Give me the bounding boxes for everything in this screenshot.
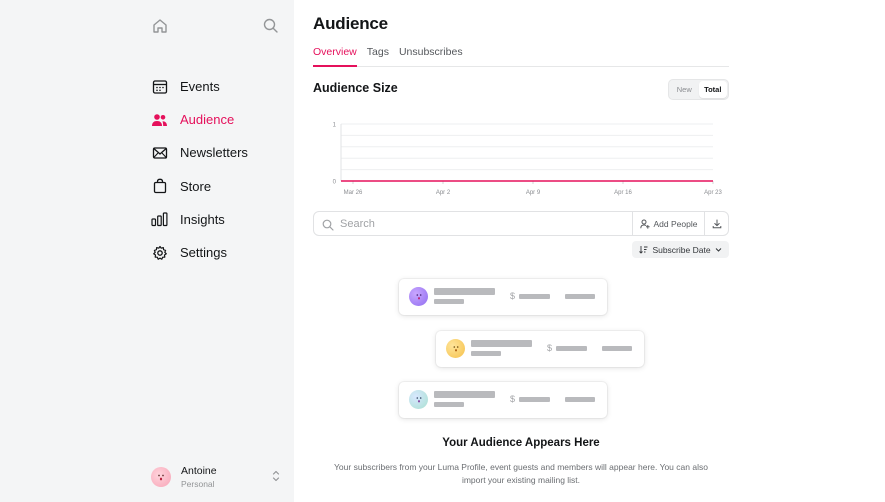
sidebar-item-insights[interactable]: Insights xyxy=(151,203,248,236)
y-tick-label: 1 xyxy=(333,123,337,129)
tab-overview[interactable]: Overview xyxy=(313,44,357,67)
add-people-label: Add People xyxy=(653,218,698,229)
calendar-icon xyxy=(151,78,168,95)
avatar xyxy=(409,390,428,409)
avatar xyxy=(409,287,428,306)
user-switcher[interactable]: Antoine Personal xyxy=(151,463,281,491)
tab-tags[interactable]: Tags xyxy=(366,46,389,58)
download-button[interactable] xyxy=(704,212,729,235)
home-icon[interactable] xyxy=(151,17,169,35)
sidebar-item-label: Events xyxy=(180,79,220,95)
sort-label: Subscribe Date xyxy=(652,244,711,255)
sort-icon xyxy=(639,246,648,254)
empty-state-title: Your Audience Appears Here xyxy=(442,437,600,449)
sidebar-item-store[interactable]: Store xyxy=(151,170,248,203)
placeholder-card: $ xyxy=(436,331,644,367)
x-tick-label: Apr 16 xyxy=(614,190,632,196)
user-text: Antoine Personal xyxy=(181,465,217,490)
y-tick-label: 0 xyxy=(333,180,337,186)
sidebar-nav: Events Audience Newsletters Store Insigh… xyxy=(151,70,248,269)
sidebar-item-label: Insights xyxy=(180,211,225,227)
sidebar: Events Audience Newsletters Store Insigh… xyxy=(0,0,294,502)
users-icon xyxy=(151,111,168,128)
dollar-symbol: $ xyxy=(510,394,516,404)
sidebar-item-label: Newsletters xyxy=(180,145,248,161)
bag-icon xyxy=(151,178,168,195)
search-icon[interactable] xyxy=(262,17,280,35)
sort-dropdown[interactable]: Subscribe Date xyxy=(632,241,729,258)
add-user-icon xyxy=(639,219,650,229)
dollar-symbol: $ xyxy=(510,291,516,301)
toggle-total[interactable]: Total xyxy=(698,81,727,98)
sidebar-item-label: Settings xyxy=(180,245,227,261)
x-tick-label: Mar 26 xyxy=(344,190,363,196)
sidebar-item-events[interactable]: Events xyxy=(151,70,248,103)
search-box: Add People xyxy=(313,211,729,236)
avatar xyxy=(446,339,465,358)
chevron-up-down-icon xyxy=(271,469,281,483)
sidebar-item-settings[interactable]: Settings xyxy=(151,236,248,269)
dollar-symbol: $ xyxy=(547,343,553,353)
add-people-button[interactable]: Add People xyxy=(632,212,704,235)
sidebar-item-label: Store xyxy=(180,178,212,194)
placeholder-card: $ xyxy=(399,279,607,315)
x-tick-label: Apr 23 xyxy=(704,190,722,196)
chevron-down-icon xyxy=(715,248,721,252)
search-input[interactable] xyxy=(340,217,620,230)
placeholder-card: $ xyxy=(399,382,607,418)
search-icon xyxy=(322,218,334,231)
page-title: Audience xyxy=(313,14,388,33)
gear-icon xyxy=(151,244,168,261)
tab-bar: Overview Tags Unsubscribes xyxy=(313,44,729,67)
sidebar-item-audience[interactable]: Audience xyxy=(151,103,248,136)
bar-chart-icon xyxy=(151,211,168,228)
avatar xyxy=(151,467,171,487)
empty-state-description: Your subscribers from your Luma Profile,… xyxy=(334,462,708,485)
user-subtitle: Personal xyxy=(181,478,215,489)
audience-size-chart: 0 1 Mar 26 Apr 2 Apr 9 Apr 16 Apr 23 xyxy=(333,123,723,197)
x-tick-label: Apr 2 xyxy=(436,190,451,196)
download-icon xyxy=(712,219,722,228)
sidebar-item-label: Audience xyxy=(180,112,235,128)
sidebar-item-newsletters[interactable]: Newsletters xyxy=(151,136,248,169)
audience-size-title: Audience Size xyxy=(313,81,398,95)
mail-icon xyxy=(151,144,168,161)
tab-unsubscribes[interactable]: Unsubscribes xyxy=(398,46,463,58)
user-name: Antoine xyxy=(181,464,217,477)
new-total-toggle: New Total xyxy=(668,79,729,100)
x-tick-label: Apr 9 xyxy=(526,190,541,196)
toggle-new[interactable]: New xyxy=(676,85,692,94)
